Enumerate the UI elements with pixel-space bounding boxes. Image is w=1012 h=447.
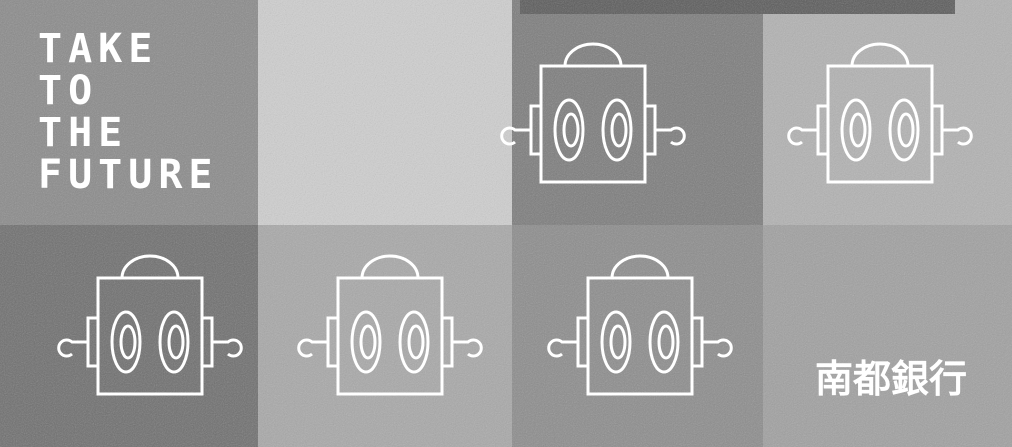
slogan: TAKE TO THE FUTURE — [38, 26, 219, 198]
slogan-line: TO — [38, 68, 98, 114]
slogan-line: THE — [38, 110, 128, 156]
slogan-line: FUTURE — [38, 152, 219, 198]
brand-name: 南都銀行 — [815, 357, 967, 401]
slogan-line: TAKE — [38, 26, 158, 72]
